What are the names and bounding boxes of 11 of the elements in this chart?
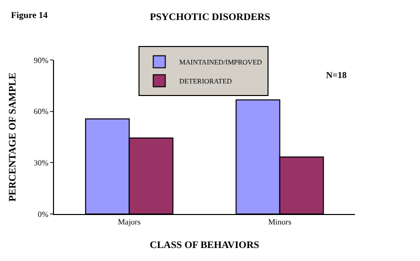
chart-title: PSYCHOTIC DISORDERS [150, 12, 271, 24]
x-tick-label: Majors [118, 218, 141, 227]
y-tick-label: 30% [34, 158, 49, 168]
y-tick-label: 60% [34, 107, 49, 116]
caption: Figure 14 [11, 10, 48, 20]
x-axis-title: CLASS OF BEHAVIORS [150, 240, 260, 252]
y-tick-label: 90% [34, 56, 49, 65]
x-tick-label: Minors [268, 218, 292, 227]
y-tick-label: 0% [38, 210, 49, 219]
annotation: N=18 [326, 70, 348, 80]
y-axis-title: PERCENTAGE OF SAMPLE [8, 72, 19, 202]
